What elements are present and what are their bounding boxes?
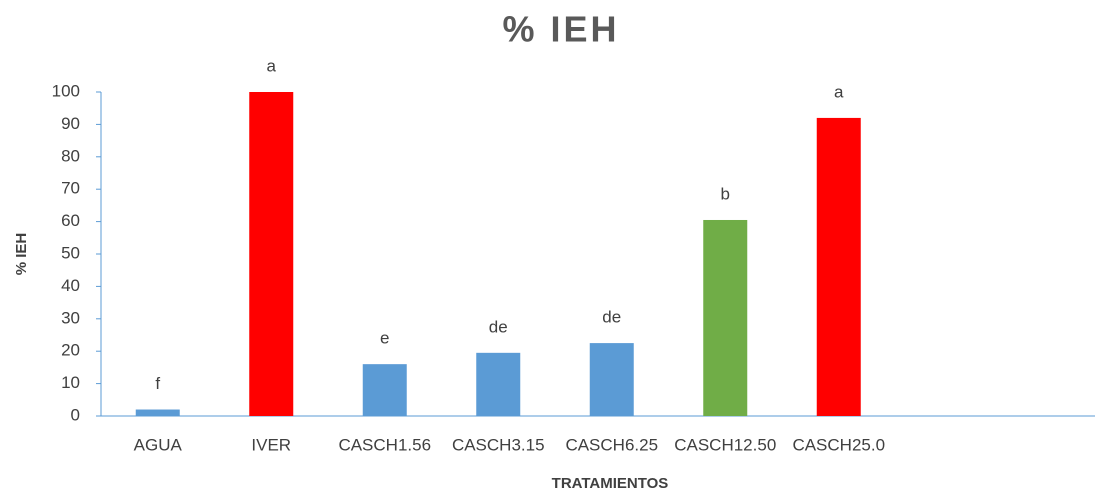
y-tick-label: 60 [61,211,80,230]
bar [135,409,180,416]
bar [249,92,294,416]
annotation: de [602,308,621,327]
y-tick-label: 30 [61,308,80,327]
annotation: a [834,82,844,101]
annotation: a [267,56,277,75]
y-axis-label: % IEH [13,233,30,276]
x-tick-label: CASCH3.15 [452,435,545,454]
y-tick-label: 40 [61,276,80,295]
annotation: de [489,317,508,336]
bar [703,219,748,416]
bar [816,117,861,417]
annotation: b [721,184,730,203]
chart-title: % IEH [502,9,619,50]
x-axis-label: TRATAMIENTOS [552,475,669,491]
y-tick-label: 20 [61,341,80,360]
y-tick-label: 0 [71,405,80,424]
x-tick-label: CASCH25.0 [792,435,885,454]
y-tick-label: 100 [52,81,80,100]
y-tick-label: 90 [61,114,80,133]
bar [362,364,407,416]
annotation: f [155,374,160,393]
annotation: e [380,329,389,348]
x-tick-label: CASCH12.50 [674,435,776,454]
y-tick-label: 80 [61,146,80,165]
x-tick-label: IVER [251,435,291,454]
x-tick-label: CASCH6.25 [565,435,658,454]
bar [589,343,634,416]
x-tick-label: AGUA [134,435,183,454]
y-tick-label: 10 [61,373,80,392]
y-tick-label: 50 [61,243,80,262]
x-tick-label: CASCH1.56 [338,435,431,454]
bar [476,352,521,416]
y-tick-label: 70 [61,179,80,198]
